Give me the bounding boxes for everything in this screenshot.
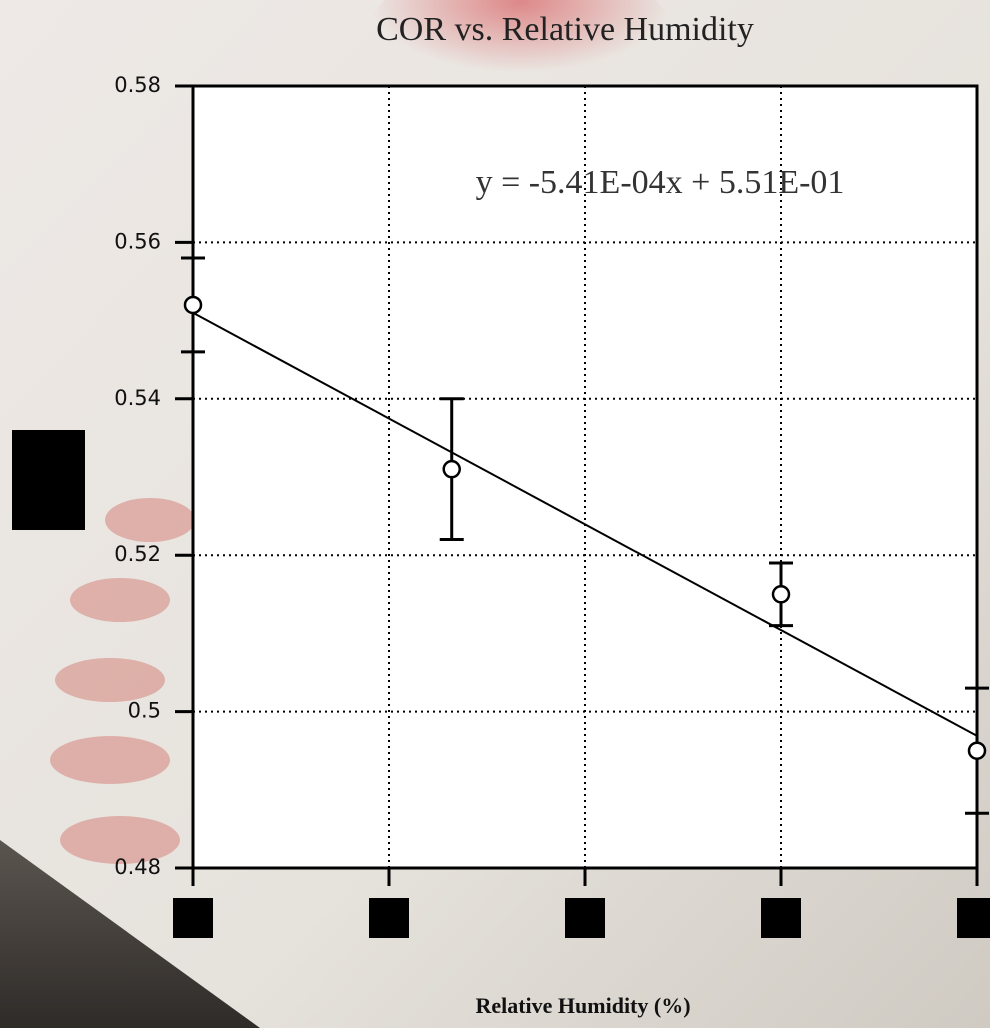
background-seam [370, 0, 670, 100]
x-axis-label: Relative Humidity (%) [475, 993, 690, 1018]
data-point [442, 459, 461, 479]
y-tick-label: 0.56 [114, 229, 161, 253]
data-point [967, 741, 987, 760]
redacted-x-tick-label [369, 898, 409, 938]
y-tick-label: 0.58 [114, 73, 161, 97]
trendline-equation: y = -5.41E-04x + 5.51E-01 [476, 164, 845, 201]
redacted-x-tick-label [565, 898, 605, 938]
y-tick-label: 0.5 [128, 699, 161, 723]
y-tick-label: 0.48 [114, 855, 161, 879]
redacted-x-tick-label [173, 898, 213, 938]
y-tick-label: 0.54 [114, 386, 161, 410]
data-point [771, 585, 791, 604]
background-shadow [0, 840, 260, 1028]
background-stitches [50, 498, 195, 864]
chart-title: COR vs. Relative Humidity [376, 11, 754, 48]
plot-frame [191, 84, 979, 870]
redacted-x-tick-label [761, 898, 801, 938]
y-tick-label: 0.52 [114, 542, 161, 566]
trendline [192, 311, 978, 737]
redacted-x-tick-label [957, 898, 990, 938]
redacted-y-label [12, 430, 85, 530]
data-point [183, 295, 203, 315]
